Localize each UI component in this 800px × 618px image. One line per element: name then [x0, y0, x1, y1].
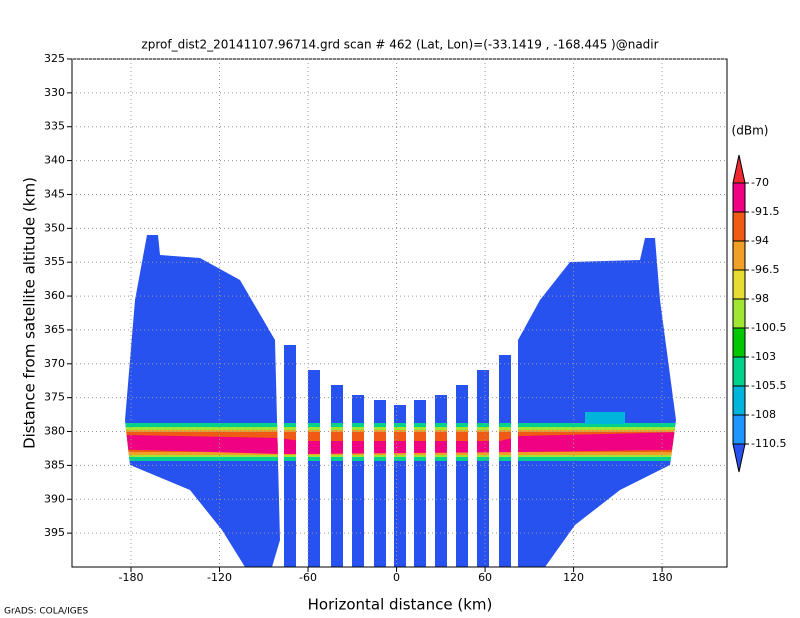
colorbar-segment [732, 211, 746, 242]
y-axis-label: Distance from satellite altitude (km) [21, 177, 39, 449]
colorbar-segment [732, 269, 746, 300]
colorbar-segment [732, 414, 746, 445]
x-tick-label: -60 [299, 571, 317, 584]
colorbar-segment [732, 182, 746, 213]
footer: GrADS: COLA/IGES [4, 607, 88, 617]
colorbar-segment [732, 298, 746, 329]
colorbar-label: -103 [751, 350, 776, 363]
colorbar-cap [732, 443, 746, 473]
colorbar-segment [732, 327, 746, 358]
x-axis-label: Horizontal distance (km) [308, 596, 493, 614]
colorbar-segment [732, 240, 746, 271]
colorbar-label: -70 [751, 176, 769, 189]
colorbar-label: -100.5 [751, 321, 786, 334]
y-tick-label: 375 [44, 391, 65, 404]
x-tick-label: -120 [207, 571, 232, 584]
y-tick-label: 370 [44, 357, 65, 370]
x-tick-label: 180 [652, 571, 673, 584]
colorbar-label: -94 [751, 234, 769, 247]
colorbar-title: (dBm) [732, 124, 769, 138]
x-tick-label: 60 [478, 571, 492, 584]
chart-title: zprof_dist2_20141107.96714.grd scan # 46… [141, 38, 658, 52]
colorbar-segment [732, 385, 746, 416]
y-tick-label: 335 [44, 120, 65, 133]
colorbar-label: -110.5 [751, 437, 786, 450]
y-tick-label: 390 [44, 492, 65, 505]
y-tick-label: 340 [44, 154, 65, 167]
colorbar-cap [732, 154, 746, 184]
y-tick-label: 385 [44, 458, 65, 471]
colorbar-label: -96.5 [751, 263, 779, 276]
x-tick-label: 0 [393, 571, 400, 584]
y-tick-label: 355 [44, 255, 65, 268]
x-tick-label: 120 [563, 571, 584, 584]
x-tick-label: -180 [119, 571, 144, 584]
y-tick-label: 365 [44, 323, 65, 336]
plot-frame [71, 58, 728, 568]
y-tick-label: 345 [44, 187, 65, 200]
colorbar-label: -91.5 [751, 205, 779, 218]
colorbar-label: -108 [751, 408, 776, 421]
y-tick-label: 395 [44, 526, 65, 539]
y-tick-label: 325 [44, 52, 65, 65]
colorbar-label: -105.5 [751, 379, 786, 392]
y-tick-label: 380 [44, 425, 65, 438]
colorbar-label: -98 [751, 292, 769, 305]
y-tick-label: 350 [44, 221, 65, 234]
colorbar-segment [732, 356, 746, 387]
y-tick-label: 330 [44, 86, 65, 99]
y-tick-label: 360 [44, 289, 65, 302]
reflectivity-field [125, 235, 676, 567]
